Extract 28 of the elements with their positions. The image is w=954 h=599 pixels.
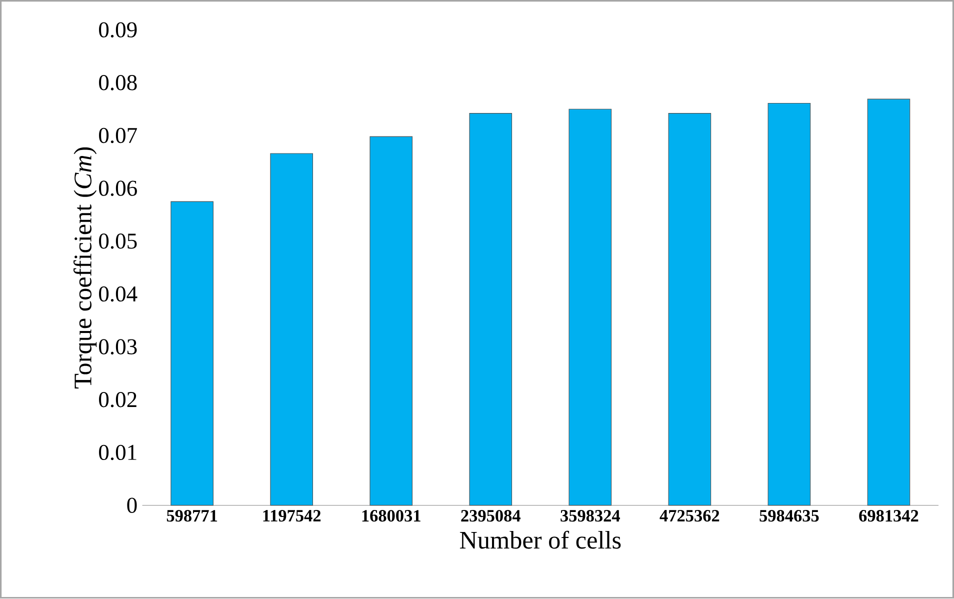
y-tick-label: 0: [127, 498, 137, 514]
x-tick-label: 4725362: [660, 510, 720, 522]
y-tick-label: 0.07: [99, 128, 137, 144]
x-tick-label: 1197542: [263, 510, 321, 522]
bar: [469, 113, 512, 506]
bar: [170, 202, 214, 506]
x-tick-label: 6981342: [859, 510, 918, 522]
x-tick-label: 5984635: [760, 510, 819, 522]
bar: [768, 103, 811, 506]
y-axis-title: Torque coefficient (Cm): [73, 148, 97, 389]
y-tick-label: 0.01: [99, 445, 136, 460]
bar: [568, 109, 612, 506]
y-tick-label: 0.02: [99, 392, 136, 408]
bar: [370, 136, 413, 506]
bar: [270, 153, 313, 506]
x-tick-label: 3598324: [560, 510, 620, 522]
x-tick-label: 1680031: [362, 510, 420, 522]
y-tick-label: 0.03: [99, 339, 137, 355]
x-tick-label: 598771: [166, 510, 218, 522]
y-tick-label: 0.05: [99, 234, 137, 250]
x-axis-title: Number of cells: [460, 530, 621, 549]
y-tick-label: 0.04: [99, 286, 138, 302]
y-tick-label: 0.06: [99, 180, 137, 196]
bar: [867, 99, 910, 506]
y-tick-label: 0.09: [99, 22, 137, 38]
y-tick-label: 0.08: [99, 75, 137, 91]
x-tick-label: 2395084: [461, 510, 520, 522]
bar: [668, 113, 712, 506]
